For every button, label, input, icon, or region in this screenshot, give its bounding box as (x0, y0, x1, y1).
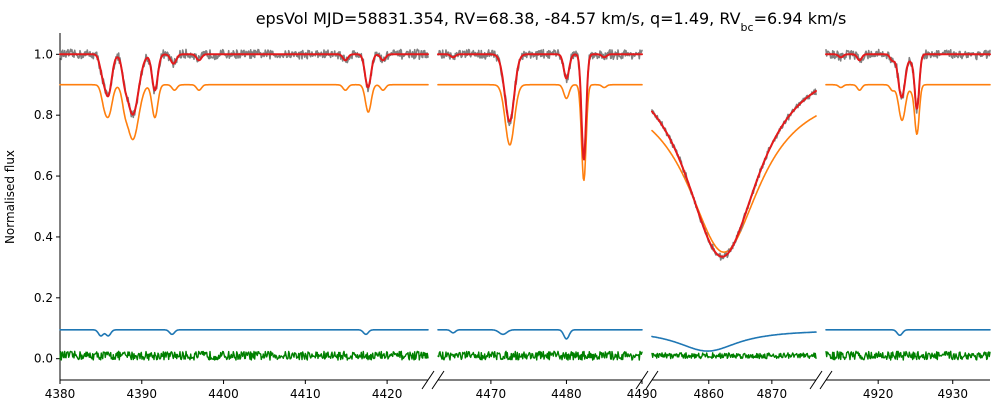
series-primary-panel-3 (651, 115, 817, 253)
x-tick-label: 4410 (290, 387, 321, 401)
x-tick-label: 4870 (757, 387, 788, 401)
x-tick-label: 4480 (551, 387, 582, 401)
chart-title-tail: =6.94 km/s (754, 9, 847, 28)
series-model-panel-3 (651, 90, 817, 258)
y-tick-label: 0.2 (34, 291, 53, 305)
series-residual-panel-2 (437, 350, 643, 361)
x-tick-label: 4490 (627, 387, 658, 401)
plot-layer: 0.0 0.2 0.4 0.6 0.8 1.0 4380 4390 4400 4410 4420 44… (34, 33, 991, 401)
series-residual-panel-4 (825, 350, 991, 361)
y-axis-label: Normalised flux (3, 150, 17, 244)
x-tick-label: 4380 (45, 387, 76, 401)
axis-break-mark (645, 370, 659, 390)
x-tick-label: 4390 (127, 387, 158, 401)
series-model-panel-4 (825, 53, 991, 110)
series-observed-panel-2 (437, 48, 643, 160)
chart-title: epsVol MJD=58831.354, RV=68.38, -84.57 k… (256, 9, 847, 34)
y-tick-label: 0.4 (34, 230, 53, 244)
x-tick-label: 4470 (476, 387, 507, 401)
series-secondary-panel-2 (437, 329, 643, 340)
panel-4: 4920 4930 (825, 48, 991, 401)
series-secondary-panel-3 (651, 331, 817, 352)
x-tick-label: 4420 (372, 387, 403, 401)
panel-2: 4470 4480 4490 (437, 48, 658, 401)
series-secondary-panel-1 (59, 329, 429, 337)
y-tick-label: 0.6 (34, 169, 53, 183)
series-observed-panel-3 (651, 88, 817, 261)
chart-title-subscript: bc (741, 21, 754, 34)
axis-break-mark (421, 370, 435, 390)
panel-3: 4860 4870 (651, 88, 817, 401)
x-tick-label: 4860 (693, 387, 724, 401)
y-tick-label: 0.8 (34, 108, 53, 122)
series-primary-panel-2 (437, 83, 643, 182)
series-secondary-panel-4 (825, 329, 991, 336)
panel-1: 0.0 0.2 0.4 0.6 0.8 1.0 4380 4390 4400 4410 4420 (34, 33, 429, 401)
y-tick-label: 0.0 (34, 352, 53, 366)
series-model-panel-2 (437, 53, 643, 161)
series-residual-panel-3 (651, 352, 817, 360)
axis-break-mark (635, 370, 649, 390)
series-primary-panel-4 (825, 83, 991, 135)
y-tick-label: 1.0 (34, 47, 53, 61)
chart-title-main: epsVol MJD=58831.354, RV=68.38, -84.57 k… (256, 9, 741, 28)
axis-break-mark (431, 370, 445, 390)
series-residual-panel-1 (59, 350, 429, 361)
x-tick-label: 4930 (937, 387, 968, 401)
axis-break-mark (809, 370, 823, 390)
series-model-panel-1 (59, 53, 429, 116)
series-observed-panel-4 (825, 48, 991, 114)
x-tick-label: 4920 (863, 387, 894, 401)
series-primary-panel-1 (59, 83, 429, 141)
x-tick-label: 4400 (208, 387, 239, 401)
axis-break-mark (819, 370, 833, 390)
